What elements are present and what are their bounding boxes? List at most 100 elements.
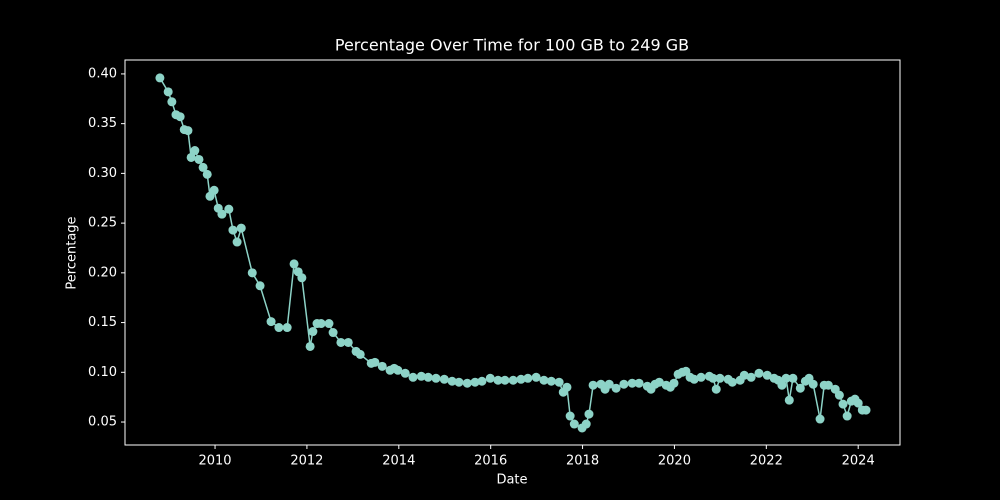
y-tick-label: 0.15: [88, 315, 117, 330]
y-tick-label: 0.40: [88, 66, 117, 81]
data-point: [183, 126, 193, 136]
data-point: [408, 372, 418, 382]
x-tick-label: 2024: [842, 454, 875, 469]
data-point: [266, 317, 276, 327]
data-point: [477, 376, 487, 386]
data-point: [175, 112, 185, 122]
data-point: [305, 341, 315, 351]
y-axis-label: Percentage: [65, 216, 80, 289]
data-point: [416, 371, 426, 381]
data-point: [423, 372, 433, 382]
data-point: [762, 370, 772, 380]
x-tick-label: 2020: [658, 454, 691, 469]
data-point: [754, 368, 764, 378]
data-point: [462, 378, 472, 388]
data-point: [400, 368, 410, 378]
data-point: [784, 395, 794, 405]
data-point: [781, 373, 791, 383]
data-point: [588, 380, 598, 390]
data-point: [194, 154, 204, 164]
data-point: [232, 237, 242, 247]
data-point: [546, 376, 556, 386]
data-point: [853, 398, 863, 408]
data-point: [209, 185, 219, 195]
data-point: [669, 378, 679, 388]
data-point: [777, 380, 787, 390]
data-point: [715, 373, 725, 383]
x-axis-label: Date: [496, 473, 527, 488]
y-tick-label: 0.05: [88, 415, 117, 430]
y-tick-label: 0.30: [88, 166, 117, 181]
data-point: [634, 378, 644, 388]
data-point: [654, 377, 664, 387]
data-point: [493, 375, 503, 385]
y-tick-label: 0.20: [88, 265, 117, 280]
data-point: [297, 273, 307, 283]
data-point: [470, 377, 480, 387]
data-point: [508, 375, 518, 385]
y-tick-label: 0.10: [88, 365, 117, 380]
data-point: [447, 376, 457, 386]
data-point: [163, 87, 173, 97]
data-point: [569, 419, 579, 429]
data-point: [584, 409, 594, 419]
data-point: [328, 328, 338, 338]
data-point: [689, 374, 699, 384]
data-point: [565, 411, 575, 421]
data-point: [708, 373, 718, 383]
chart-title: Percentage Over Time for 100 GB to 249 G…: [335, 36, 689, 55]
data-point: [190, 146, 200, 156]
data-point: [167, 97, 177, 107]
data-point: [198, 162, 208, 172]
data-point: [823, 380, 833, 390]
y-tick-label: 0.35: [88, 116, 117, 131]
data-point: [308, 327, 318, 337]
data-point: [228, 225, 238, 235]
data-point: [539, 375, 549, 385]
data-point: [202, 169, 212, 179]
data-point: [247, 268, 257, 278]
data-point: [485, 373, 495, 383]
x-tick-label: 2018: [566, 454, 599, 469]
data-point: [282, 323, 292, 333]
data-point: [186, 152, 196, 162]
data-point: [788, 373, 798, 383]
data-point: [516, 374, 526, 384]
data-point: [604, 379, 614, 389]
x-tick-label: 2010: [198, 454, 231, 469]
data-point: [808, 379, 818, 389]
data-point: [861, 405, 871, 415]
x-tick-label: 2014: [382, 454, 415, 469]
data-point: [155, 73, 165, 83]
data-point: [581, 419, 591, 429]
data-point: [336, 337, 346, 347]
data-point: [255, 281, 265, 291]
data-point: [274, 323, 284, 333]
data-point: [224, 204, 234, 214]
data-point: [834, 390, 844, 400]
data-point: [562, 382, 572, 392]
data-point: [795, 383, 805, 393]
data-point: [531, 372, 541, 382]
data-point: [619, 379, 629, 389]
data-point: [393, 365, 403, 375]
data-point: [815, 414, 825, 424]
x-tick-label: 2012: [290, 454, 323, 469]
data-point: [711, 384, 721, 394]
y-tick-label: 0.25: [88, 216, 117, 231]
data-point: [739, 370, 749, 380]
data-point: [611, 383, 621, 393]
data-point: [431, 373, 441, 383]
data-point: [377, 361, 387, 371]
x-tick-label: 2022: [750, 454, 783, 469]
data-point: [439, 374, 449, 384]
data-point: [500, 375, 510, 385]
data-point: [454, 377, 464, 387]
data-point: [343, 337, 353, 347]
data-point: [324, 319, 334, 329]
data-point: [746, 372, 756, 382]
data-point: [370, 357, 380, 367]
data-point: [355, 349, 365, 359]
